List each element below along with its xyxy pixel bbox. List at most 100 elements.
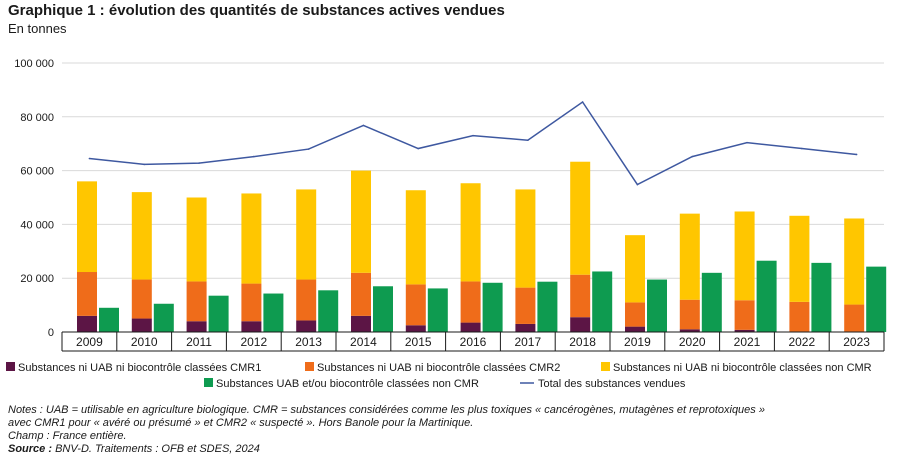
bar-cmr1 [734,329,755,332]
x-tick-label: 2012 [240,335,267,349]
bars-group [77,161,887,332]
total-point [362,124,365,127]
bar-uab [647,279,667,332]
bar-non_cmr [77,181,97,273]
notes-line-1: Notes : UAB = utilisable en agriculture … [8,404,765,416]
notes-line-3: Champ : France entière. [8,430,127,442]
bar-non_cmr [515,189,536,288]
bar-uab [373,286,393,332]
x-tick-label: 2015 [405,335,432,349]
bar-uab [153,303,174,332]
bar-non_cmr [570,161,591,275]
bar-cmr2 [241,283,262,322]
y-tick-label: 0 [48,327,54,339]
bar-uab [427,288,448,332]
total-point [801,147,803,150]
y-axis-tick-labels: 0 20 000 40 000 60 000 80 000 100 000 [14,58,54,339]
bar-non_cmr [131,192,152,280]
legend: Substances ni UAB ni biocontrôle classée… [6,362,872,390]
bar-cmr2 [77,272,97,316]
y-tick-label: 100 000 [14,58,54,70]
bar-uab [318,290,339,332]
bar-uab [866,266,887,332]
x-tick-label: 2023 [843,335,870,349]
total-point [636,183,639,186]
notes-block: Notes : UAB = utilisable en agriculture … [8,404,898,456]
bar-cmr1 [77,315,97,332]
bar-cmr1 [460,322,481,332]
source-label: Source : [8,443,53,455]
bar-non_cmr [625,235,645,303]
bar-cmr2 [296,279,317,321]
x-tick-label: 2018 [569,335,596,349]
y-tick-label: 20 000 [20,273,54,285]
chart-subtitle: En tonnes [8,21,67,36]
total-point [581,101,584,103]
bar-uab [592,271,613,332]
legend-swatch-uab [204,378,213,387]
total-point [417,147,420,150]
bar-cmr2 [460,281,481,323]
x-tick-label: 2020 [679,335,706,349]
legend-label: Substances ni UAB ni biocontrôle classée… [613,362,872,374]
bar-cmr1 [570,317,591,332]
bar-cmr1 [131,318,152,332]
bar-uab [208,295,229,332]
x-tick-label: 2019 [624,335,651,349]
total-point [198,162,200,164]
total-point [143,163,145,166]
total-point [746,141,748,144]
x-tick-label: 2017 [514,335,541,349]
legend-swatch-cmr1 [6,362,15,371]
x-tick-label: 2009 [76,335,103,349]
bar-non_cmr [734,211,755,301]
total-point [691,155,693,158]
bar-cmr1 [679,329,700,332]
x-tick-label: 2022 [788,335,815,349]
x-axis: 2009 2010 2011 2012 2013 2014 2015 2016 2017 2018… [61,331,885,352]
total-point [472,134,474,137]
bar-non_cmr [789,215,810,302]
legend-swatch-cmr2 [305,362,314,371]
legend-label: Substances UAB et/ou biocontrôle classée… [216,378,479,390]
bar-cmr1 [625,326,645,332]
bar-cmr2 [515,287,536,324]
bar-uab [99,307,119,332]
total-point [88,157,91,160]
chart-title: Graphique 1 : évolution des quantités de… [8,2,505,19]
bar-uab [756,260,777,332]
source-text: BNV-D. Traitements : OFB et SDES, 2024 [52,443,260,455]
bar-cmr2 [405,284,426,326]
legend-label: Substances ni UAB ni biocontrôle classée… [317,362,560,374]
y-tick-label: 60 000 [20,166,54,178]
total-point [253,155,255,158]
x-tick-label: 2014 [350,335,377,349]
chart-svg: 0 20 000 40 000 60 000 80 000 100 000 2009 201… [6,58,887,390]
bar-cmr1 [296,320,317,332]
total-point [307,148,310,150]
y-tick-label: 40 000 [20,219,54,231]
total-point [855,153,858,156]
bar-cmr1 [351,315,371,332]
total-line [89,100,857,186]
bar-cmr2 [186,281,207,322]
bar-cmr2 [351,272,371,316]
x-tick-label: 2016 [460,335,487,349]
x-tick-label: 2011 [186,335,212,349]
bar-cmr1 [186,321,207,332]
total-line-group [88,100,858,186]
bar-non_cmr [405,190,426,285]
bar-non_cmr [679,213,700,300]
bar-cmr2 [625,302,645,327]
bar-non_cmr [351,170,371,273]
bar-uab [263,293,284,332]
bar-cmr1 [241,321,262,332]
bar-non_cmr [460,183,481,282]
legend-swatch-non_cmr [601,362,610,371]
bar-cmr2 [131,279,152,319]
bar-uab [701,272,722,332]
bar-non_cmr [241,193,262,284]
x-tick-label: 2010 [131,335,158,349]
x-tick-label: 2013 [295,335,322,349]
bar-cmr2 [679,299,700,330]
